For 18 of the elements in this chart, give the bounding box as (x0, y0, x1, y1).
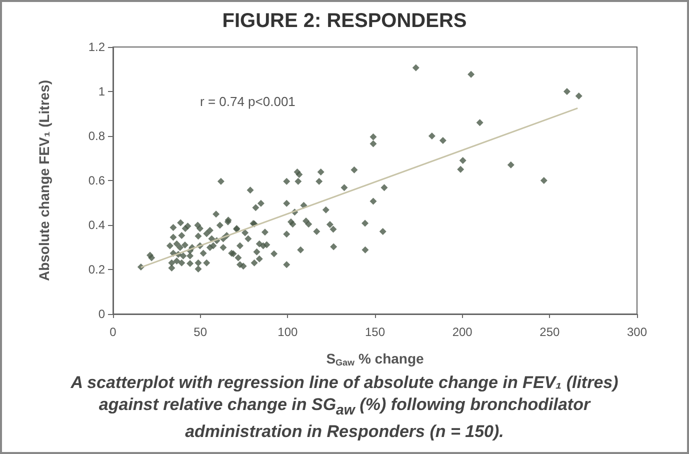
y-axis-title: Absolute change FEV₁ (Litres) (36, 80, 52, 282)
x-tick-label: 100 (278, 325, 298, 339)
x-tick-label: 250 (540, 325, 560, 339)
y-tick-label: 0 (98, 307, 106, 321)
x-tick-label: 50 (194, 325, 208, 339)
chart-title: FIGURE 2: RESPONDERS (222, 10, 467, 32)
y-tick-label: 0.4 (88, 218, 106, 232)
y-tick-label: 0.2 (88, 262, 106, 276)
x-tick-label: 0 (110, 325, 117, 339)
x-tick-label: 300 (626, 325, 648, 339)
annotation: r = 0.74 p<0.001 (200, 94, 296, 109)
text: A scatterplot with regression line of absolute change in FEV₁ (litres) against relative change in SG$_{aw}$ (%) following bronchodilator administration in Responders (n = 150). (70, 372, 620, 444)
y-tick-label: 0.6 (88, 174, 106, 188)
y-tick-label: 1.2 (88, 40, 106, 54)
y-tick-label: 1 (98, 84, 106, 98)
x-tick-label: 150 (364, 325, 386, 339)
x-tick-label: 200 (452, 325, 473, 339)
y-tick-label: 0.8 (88, 129, 106, 143)
